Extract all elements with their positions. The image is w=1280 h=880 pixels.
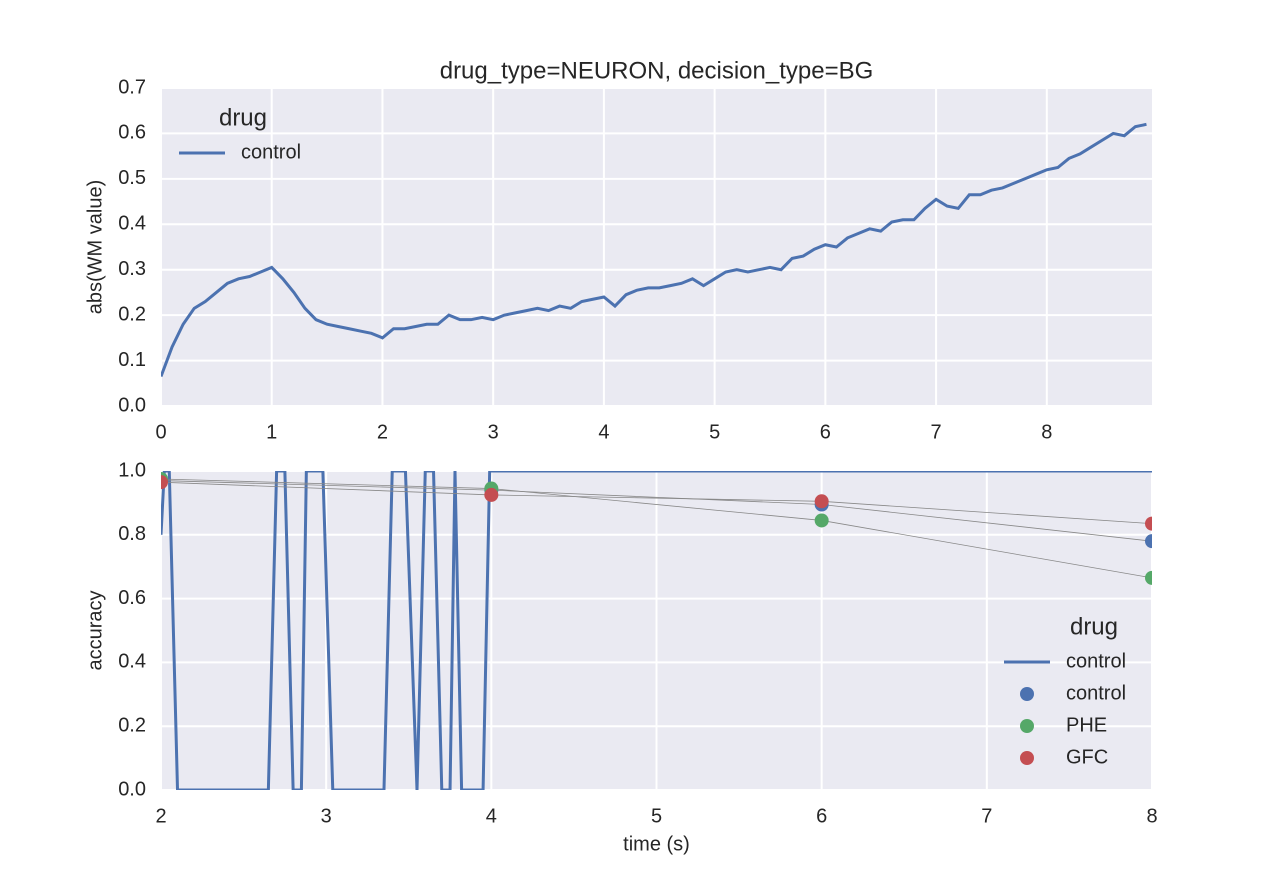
x-tick-label: 8 xyxy=(1146,805,1157,827)
x-tick-label: 0 xyxy=(155,421,166,443)
x-tick-label: 5 xyxy=(709,421,720,443)
chart-title: drug_type=NEURON, decision_type=BG xyxy=(440,57,874,84)
x-tick-label: 3 xyxy=(488,421,499,443)
data-point xyxy=(1145,570,1152,585)
legend-label: PHE xyxy=(1066,714,1107,736)
data-point xyxy=(484,487,499,502)
x-tick-label: 1 xyxy=(266,421,277,443)
y-tick-label: 0.0 xyxy=(118,394,146,416)
legend-label: control xyxy=(1066,682,1126,704)
x-tick-label: 5 xyxy=(651,805,662,827)
legend-label: control xyxy=(1066,650,1126,672)
y-axis-label: abs(WM value) xyxy=(84,180,106,314)
x-tick-label: 6 xyxy=(816,805,827,827)
plot-area xyxy=(161,471,1152,790)
y-tick-label: 0.6 xyxy=(118,587,146,609)
x-tick-label: 2 xyxy=(155,805,166,827)
legend-label: GFC xyxy=(1066,746,1108,768)
data-point xyxy=(161,475,168,490)
y-tick-label: 0.2 xyxy=(118,303,146,325)
legend-swatch xyxy=(1020,719,1034,733)
y-tick-label: 0.6 xyxy=(118,122,146,144)
y-tick-label: 0.8 xyxy=(118,523,146,545)
x-tick-label: 7 xyxy=(931,421,942,443)
plot-background xyxy=(161,88,1152,406)
x-tick-label: 8 xyxy=(1041,421,1052,443)
y-tick-label: 0.5 xyxy=(118,167,146,189)
x-tick-label: 4 xyxy=(598,421,609,443)
x-tick-label: 2 xyxy=(377,421,388,443)
legend-swatch xyxy=(1020,687,1034,701)
data-point xyxy=(1145,534,1152,549)
x-tick-label: 7 xyxy=(981,805,992,827)
y-tick-label: 0.2 xyxy=(118,714,146,736)
data-line xyxy=(161,122,1147,377)
legend-title: drug xyxy=(1070,613,1118,640)
y-tick-label: 0.4 xyxy=(118,213,146,235)
x-axis-label: time (s) xyxy=(623,833,690,855)
plot-area xyxy=(161,122,1147,377)
data-point xyxy=(814,513,829,528)
y-tick-label: 0.1 xyxy=(118,349,146,371)
y-tick-label: 0.4 xyxy=(118,651,146,673)
point-connector xyxy=(161,480,1152,542)
data-point xyxy=(814,494,829,509)
legend-label: control xyxy=(241,141,301,163)
point-connector xyxy=(161,481,1152,525)
legend-swatch xyxy=(1020,751,1034,765)
x-tick-label: 4 xyxy=(486,805,497,827)
point-connector xyxy=(161,478,1152,579)
x-tick-label: 3 xyxy=(321,805,332,827)
y-tick-label: 1.0 xyxy=(118,459,146,481)
legend-title: drug xyxy=(219,104,267,131)
y-tick-label: 0.7 xyxy=(118,76,146,98)
y-tick-label: 0.0 xyxy=(118,778,146,800)
x-tick-label: 6 xyxy=(820,421,831,443)
y-tick-label: 0.3 xyxy=(118,258,146,280)
y-axis-label: accuracy xyxy=(84,590,106,670)
data-point xyxy=(1145,516,1152,531)
